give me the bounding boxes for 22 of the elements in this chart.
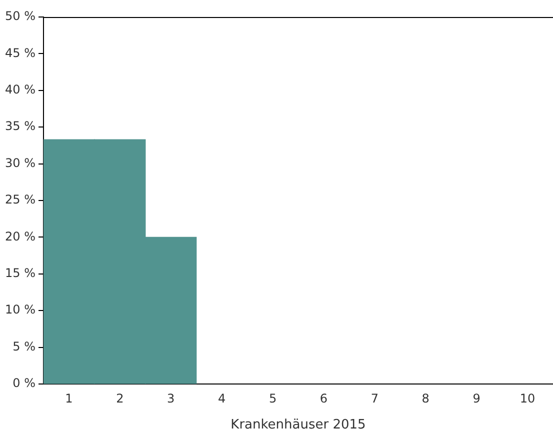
y-tick-label: 30 % (4, 156, 36, 170)
y-tick-label: 25 % (4, 192, 36, 207)
x-tick-label: 6 (320, 391, 328, 406)
x-tick-label: 7 (370, 391, 378, 406)
x-tick-label: 1 (65, 391, 73, 406)
x-tick-label: 2 (116, 391, 124, 406)
x-axis-title: Krankenhäuser 2015 (230, 418, 366, 433)
y-tick-label: 45 % (4, 46, 36, 60)
y-tick-label: 50 % (4, 9, 36, 24)
x-tick-label: 10 (520, 391, 536, 406)
y-tick-label: 40 % (4, 82, 36, 97)
y-tick-label: 35 % (4, 119, 36, 134)
y-tick-label: 5 % (12, 339, 36, 354)
y-tick-label: 10 % (4, 302, 36, 317)
y-tick-label: 0 % (12, 376, 36, 390)
x-tick-label: 9 (472, 391, 480, 406)
x-tick-label: 4 (218, 391, 226, 406)
y-tick-label: 15 % (4, 266, 36, 280)
y-tick-label: 20 % (4, 229, 36, 244)
x-tick-label: 3 (167, 391, 175, 406)
x-tick-label: 8 (422, 391, 430, 406)
x-tick-label: 5 (268, 391, 277, 406)
